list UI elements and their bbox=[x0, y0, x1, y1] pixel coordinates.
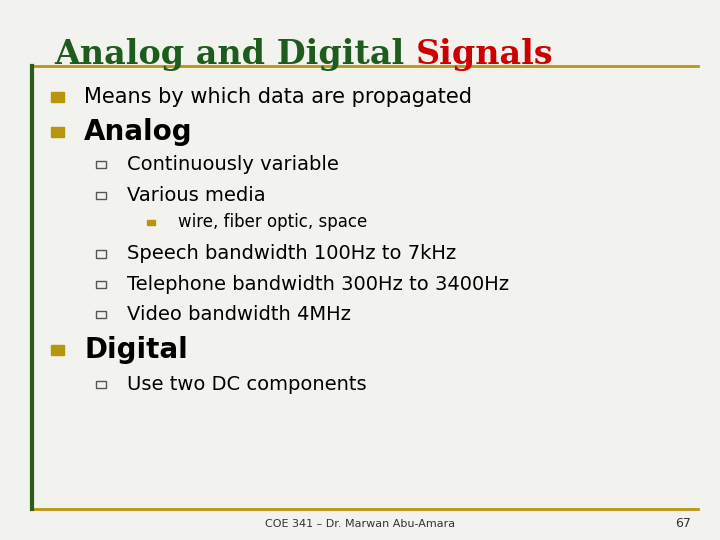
Text: wire, fiber optic, space: wire, fiber optic, space bbox=[178, 213, 367, 232]
Bar bbox=[96, 192, 106, 199]
Bar bbox=[51, 127, 64, 137]
Text: Signals: Signals bbox=[416, 38, 554, 71]
Text: Use two DC components: Use two DC components bbox=[127, 375, 367, 394]
Text: Continuously variable: Continuously variable bbox=[127, 155, 339, 174]
Text: Means by which data are propagated: Means by which data are propagated bbox=[84, 87, 472, 107]
Bar bbox=[51, 92, 64, 102]
Text: Telephone bandwidth 300Hz to 3400Hz: Telephone bandwidth 300Hz to 3400Hz bbox=[127, 275, 510, 294]
Text: Analog and Digital: Analog and Digital bbox=[54, 38, 416, 71]
Bar bbox=[51, 345, 64, 355]
Text: 67: 67 bbox=[675, 517, 691, 530]
Bar bbox=[96, 250, 106, 258]
Bar bbox=[96, 310, 106, 318]
Bar bbox=[96, 161, 106, 168]
Bar bbox=[147, 219, 155, 226]
Bar bbox=[96, 381, 106, 388]
Text: Various media: Various media bbox=[127, 186, 266, 205]
Text: Video bandwidth 4MHz: Video bandwidth 4MHz bbox=[127, 305, 351, 324]
Bar bbox=[96, 281, 106, 288]
Text: Analog: Analog bbox=[84, 118, 193, 146]
Text: COE 341 – Dr. Marwan Abu-Amara: COE 341 – Dr. Marwan Abu-Amara bbox=[265, 519, 455, 529]
Text: Digital: Digital bbox=[84, 336, 188, 364]
Text: Speech bandwidth 100Hz to 7kHz: Speech bandwidth 100Hz to 7kHz bbox=[127, 244, 456, 264]
